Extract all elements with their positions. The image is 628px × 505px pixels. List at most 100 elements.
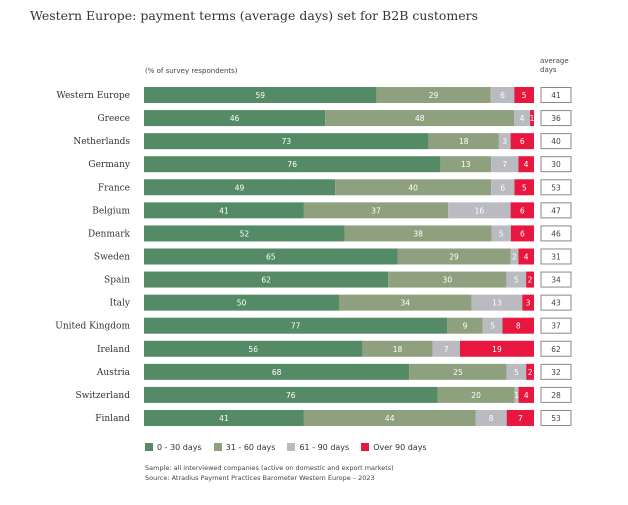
bar-segment xyxy=(510,225,534,242)
average-days-value: 32 xyxy=(551,368,561,377)
data-label: 4 xyxy=(524,252,529,261)
data-label: 68 xyxy=(272,368,282,377)
average-days-box xyxy=(540,386,572,403)
chart-title: Western Europe: payment terms (average d… xyxy=(30,8,479,23)
legend-label: 0 - 30 days xyxy=(157,443,202,452)
category-label: Sweden xyxy=(94,252,130,262)
bar-segment xyxy=(144,271,389,288)
bar-segment xyxy=(144,363,410,380)
bar-segment xyxy=(144,340,363,357)
bar-segment xyxy=(144,87,377,103)
bar-segment xyxy=(459,340,534,357)
data-label: 5 xyxy=(490,322,495,331)
data-label: 38 xyxy=(413,229,423,238)
data-label: 4 xyxy=(524,160,529,169)
data-label: 7 xyxy=(518,414,523,423)
data-label: 9 xyxy=(463,322,468,331)
bar-segment xyxy=(518,156,534,173)
data-label: 65 xyxy=(266,252,276,261)
source-note: Source: Atradius Payment Practices Barom… xyxy=(145,474,375,482)
data-label: 5 xyxy=(514,276,519,285)
bar-segment xyxy=(518,248,534,265)
average-days-box xyxy=(540,110,572,127)
bar-segment xyxy=(514,87,534,103)
data-label: 7 xyxy=(444,345,449,354)
bar-segment xyxy=(144,248,398,265)
average-days-value: 34 xyxy=(551,276,561,285)
bar-segment xyxy=(440,156,492,173)
data-label: 5 xyxy=(522,91,527,100)
data-label: 6 xyxy=(520,137,525,146)
data-label: 77 xyxy=(291,322,301,331)
category-label: France xyxy=(98,183,130,193)
average-days-value: 40 xyxy=(551,137,561,146)
average-days-box xyxy=(540,179,572,196)
category-label: Belgium xyxy=(92,206,130,216)
average-days-box xyxy=(540,87,572,103)
data-label: 49 xyxy=(235,183,245,192)
bar-segment xyxy=(490,87,515,103)
data-label: 76 xyxy=(286,391,296,400)
data-label: 16 xyxy=(475,206,485,215)
average-days-box xyxy=(540,317,572,334)
bar-segment xyxy=(510,248,519,265)
data-label: 13 xyxy=(461,160,471,169)
bar-segment xyxy=(144,386,438,403)
data-label: 8 xyxy=(489,414,494,423)
data-label: 6 xyxy=(520,206,525,215)
bar-segment xyxy=(514,110,531,127)
bar-segment xyxy=(409,363,507,380)
data-label: 2 xyxy=(528,276,533,285)
bar-segment xyxy=(522,294,534,311)
data-label: 25 xyxy=(453,368,463,377)
average-days-box xyxy=(540,248,572,265)
data-label: 5 xyxy=(499,229,504,238)
data-label: 6 xyxy=(500,183,505,192)
data-label: 73 xyxy=(282,137,292,146)
bar-segment xyxy=(344,225,492,242)
data-label: 8 xyxy=(516,322,521,331)
average-days-box xyxy=(540,340,572,357)
bar-segment xyxy=(376,87,491,103)
data-label: 48 xyxy=(415,114,425,123)
data-label: 2 xyxy=(512,252,517,261)
data-label: 4 xyxy=(524,391,529,400)
data-label: 18 xyxy=(393,345,403,354)
category-label: Western Europe xyxy=(56,91,130,101)
bar-segment xyxy=(514,179,534,196)
category-label: Germany xyxy=(88,160,131,170)
bar-segment xyxy=(506,271,527,288)
category-label: Netherlands xyxy=(73,137,130,147)
data-label: 3 xyxy=(502,137,507,146)
bar-segment xyxy=(498,133,511,150)
data-label: 34 xyxy=(401,299,411,308)
bar-segment xyxy=(510,133,534,150)
data-label: 50 xyxy=(237,299,247,308)
average-days-value: 62 xyxy=(551,345,561,354)
bar-segment xyxy=(144,156,441,173)
average-days-box xyxy=(540,271,572,288)
average-days-box xyxy=(540,225,572,242)
data-label: 30 xyxy=(443,276,453,285)
data-label: 44 xyxy=(385,414,395,423)
data-label: 37 xyxy=(371,206,381,215)
average-days-value: 41 xyxy=(551,91,561,100)
bar-segment xyxy=(339,294,472,311)
average-days-value: 31 xyxy=(551,252,561,261)
legend-swatch xyxy=(361,443,370,451)
category-label: Italy xyxy=(109,299,130,309)
category-label: Spain xyxy=(104,276,130,286)
average-days-value: 47 xyxy=(551,206,561,215)
bar-segment xyxy=(144,294,339,311)
bar-segment xyxy=(437,386,515,403)
bar-segment xyxy=(491,179,515,196)
data-label: 2 xyxy=(528,368,533,377)
bar-segment xyxy=(475,409,507,426)
data-label: 41 xyxy=(219,206,229,215)
category-label: United Kingdom xyxy=(55,322,130,332)
data-label: 29 xyxy=(429,91,439,100)
average-days-value: 43 xyxy=(551,299,561,308)
legend-swatch xyxy=(213,443,222,451)
bar-segment xyxy=(432,340,460,357)
